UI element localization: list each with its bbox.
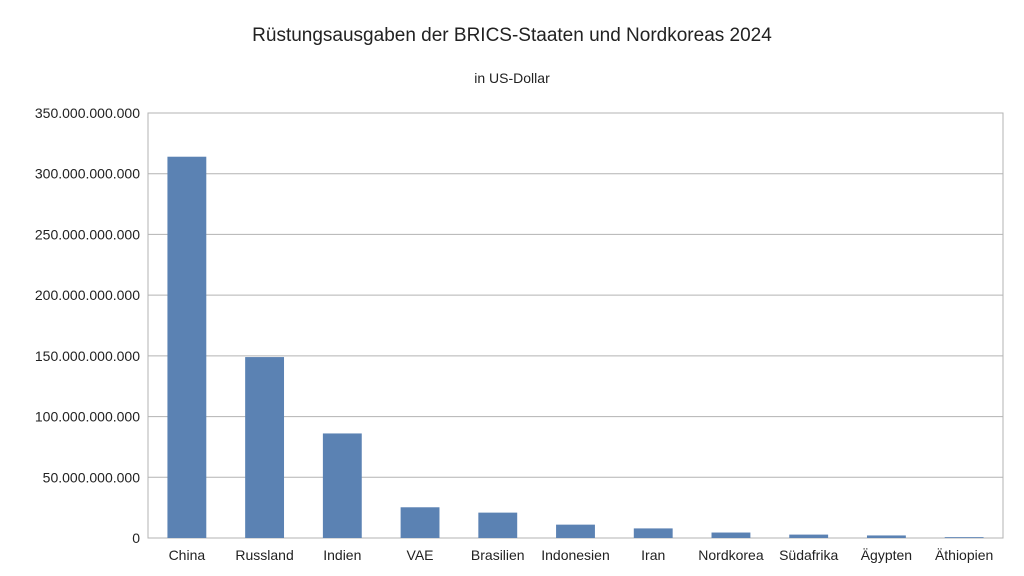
x-tick-label: Indien [323,547,361,563]
x-tick-label: Nordkorea [698,547,764,563]
bar-china [167,156,207,538]
x-tick-label: Ägypten [861,547,912,563]
bar-indonesien [556,524,595,538]
y-tick-label: 150.000.000.000 [35,348,140,364]
bar-iran [633,528,673,538]
bar-südafrika [789,534,829,538]
y-tick-label: 200.000.000.000 [35,287,140,303]
bar-indien [322,433,362,538]
bar-äthiopien [944,537,984,538]
y-tick-label: 250.000.000.000 [35,226,140,242]
x-tick-label: Brasilien [471,547,525,563]
bars [167,156,984,538]
x-tick-label: Russland [235,547,293,563]
x-tick-label: Iran [641,547,665,563]
chart-subtitle: in US-Dollar [474,70,550,86]
bar-brasilien [478,512,518,538]
x-axis-ticks: China Russland Indien VAE Brasilien Indonesie… [169,547,994,563]
x-tick-label: Äthiopien [935,547,993,563]
y-tick-label: 350.000.000.000 [35,105,140,121]
bar-russland [245,357,285,538]
y-tick-label: 50.000.000.000 [43,469,141,485]
x-tick-label: China [169,547,206,563]
gridlines [148,173,1003,478]
y-axis-ticks: 0 50.000.000.000 100.000.000.000 150.000.00… [35,105,140,546]
y-tick-label: 100.000.000.000 [35,409,140,425]
x-tick-label: VAE [407,547,434,563]
chart-title: Rüstungsausgaben der BRICS-Staaten und N… [252,25,772,46]
bar-vae [400,507,440,538]
y-tick-label: 300.000.000.000 [35,166,140,182]
y-tick-label: 0 [132,530,140,546]
x-tick-label: Indonesien [541,547,610,563]
bar-nordkorea [711,532,751,538]
bar-ägypten [866,535,906,538]
x-tick-label: Südafrika [779,547,838,563]
